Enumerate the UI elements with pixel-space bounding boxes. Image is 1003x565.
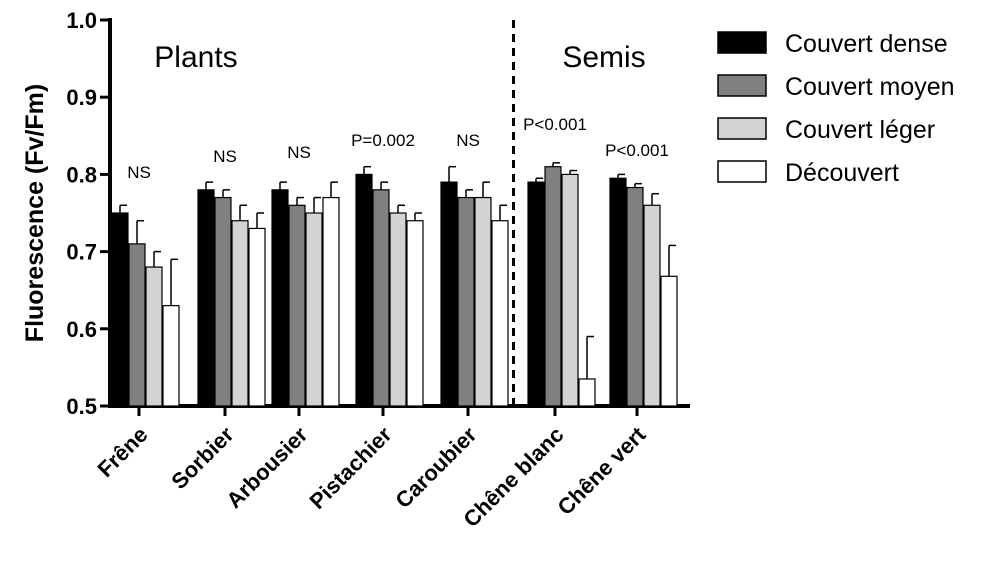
bar xyxy=(214,196,232,407)
bar xyxy=(372,189,390,407)
x-tick-label: Arbousier xyxy=(221,422,312,513)
annotation-label: P=0.002 xyxy=(351,131,415,150)
x-tick-label: Frêne xyxy=(92,422,152,482)
bar xyxy=(527,181,545,407)
legend-label: Découvert xyxy=(785,159,899,187)
bar xyxy=(355,173,373,407)
legend-label: Couvert léger xyxy=(785,116,935,144)
x-tick-label: Pistachier xyxy=(304,422,396,514)
annotation-label: NS xyxy=(213,147,237,166)
bar xyxy=(288,204,306,407)
bar xyxy=(561,173,579,407)
x-tick-label: Sorbier xyxy=(166,422,238,494)
annotation-label: NS xyxy=(287,143,311,162)
y-tick-label: 0.6 xyxy=(66,317,97,342)
bar xyxy=(111,212,129,407)
group-label-semis: Semis xyxy=(562,41,645,74)
bar xyxy=(406,220,424,407)
legend-swatch xyxy=(717,160,767,183)
bar xyxy=(609,177,627,407)
annotation-label: P<0.001 xyxy=(523,115,587,134)
legend-swatch xyxy=(717,117,767,140)
x-tick-label: Caroubier xyxy=(390,422,481,513)
bar xyxy=(128,243,146,407)
bar xyxy=(544,166,562,407)
bar xyxy=(389,212,407,407)
bar xyxy=(491,220,509,407)
annotation-label: NS xyxy=(456,131,480,150)
bar xyxy=(578,378,596,407)
bar xyxy=(145,266,163,407)
x-tick-label: Chêne vert xyxy=(552,421,651,520)
y-tick-label: 1.0 xyxy=(66,8,97,33)
bar xyxy=(271,189,289,407)
annotation-label: P<0.001 xyxy=(605,141,669,160)
legend-swatch xyxy=(717,31,767,54)
bar xyxy=(248,227,266,407)
bar xyxy=(305,212,323,407)
bar xyxy=(322,196,340,407)
bar xyxy=(457,196,475,407)
y-tick-label: 0.8 xyxy=(66,162,97,187)
bar xyxy=(231,220,249,407)
bar xyxy=(440,181,458,407)
y-tick-label: 0.7 xyxy=(66,240,97,265)
y-tick-label: 0.5 xyxy=(66,394,97,419)
y-tick-label: 0.9 xyxy=(66,85,97,110)
bar xyxy=(474,196,492,407)
legend-label: Couvert dense xyxy=(785,30,948,58)
y-axis-label: Fluorescence (Fv/Fm) xyxy=(21,84,49,342)
bar xyxy=(197,189,215,407)
bar xyxy=(660,275,678,407)
bar xyxy=(643,204,661,407)
annotation-label: NS xyxy=(127,163,151,182)
bar xyxy=(162,305,180,407)
legend: Couvert dense Couvert moyen Couvert léger D… xyxy=(717,30,955,187)
legend-swatch xyxy=(717,74,767,97)
group-label-plants: Plants xyxy=(154,41,237,74)
bar xyxy=(626,186,644,407)
legend-label: Couvert moyen xyxy=(785,73,955,101)
